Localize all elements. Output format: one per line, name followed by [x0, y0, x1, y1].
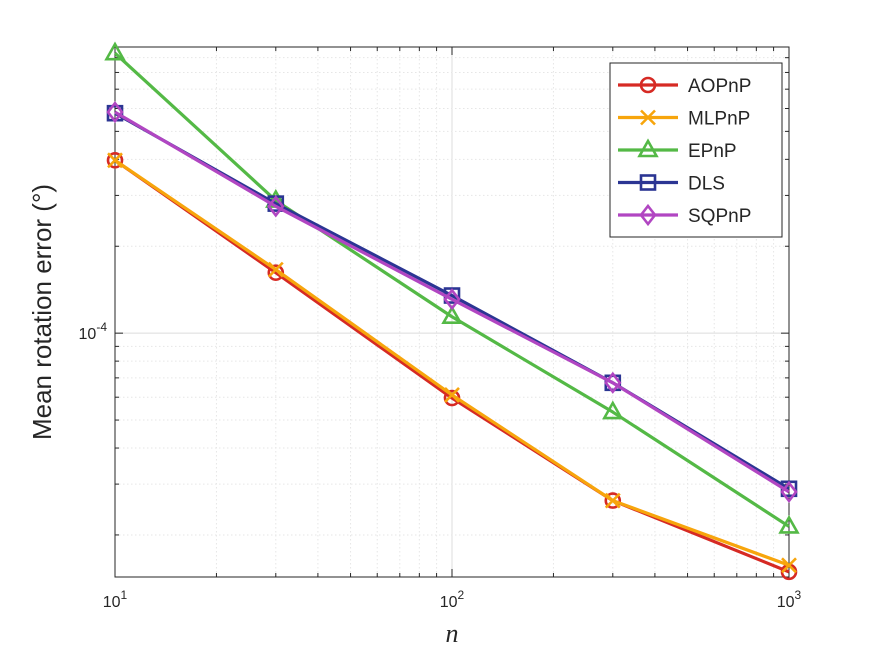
legend-label: MLPnP	[688, 109, 750, 130]
series-line-sqpnp	[114, 110, 790, 494]
data-point-epnp	[778, 514, 800, 534]
legend-marker	[637, 138, 659, 158]
data-point-epnp	[104, 41, 126, 61]
data-point-sqpnp	[106, 100, 124, 124]
data-point-mlpnp	[267, 261, 284, 278]
legend-item-mlpnp: MLPnP	[618, 109, 750, 130]
data-point-mlpnp	[107, 152, 123, 169]
data-point-sqpnp	[443, 288, 461, 311]
data-point-aopnp	[106, 151, 124, 169]
x-tick-label: 101	[103, 588, 128, 611]
legend-marker	[639, 203, 657, 227]
legend-item-dls: DLS	[618, 174, 725, 195]
series-group	[104, 41, 800, 581]
y-tick-label: 10-4	[79, 320, 108, 343]
data-point-mlpnp	[444, 387, 460, 403]
legend-label: SQPnP	[688, 206, 751, 227]
axes: 101 102 103 10-4	[79, 46, 802, 611]
y-axis-title: Mean rotation error (°)	[27, 184, 57, 440]
legend: AOPnP MLPnP EPnP DLS SQPnP	[609, 62, 783, 238]
legend-item-sqpnp: SQPnP	[618, 203, 751, 227]
series-mlpnp	[107, 152, 797, 574]
data-point-sqpnp	[267, 195, 285, 218]
legend-item-aopnp: AOPnP	[618, 76, 751, 97]
axes-box	[114, 46, 790, 578]
data-point-aopnp	[604, 492, 622, 509]
x-axis-title: n	[446, 619, 459, 648]
series-line-aopnp	[114, 158, 790, 574]
data-point-mlpnp	[604, 492, 621, 509]
legend-marker	[639, 76, 657, 94]
data-point-epnp	[441, 305, 463, 325]
legend-marker	[640, 109, 656, 126]
legend-marker	[639, 174, 657, 191]
data-point-sqpnp	[604, 371, 622, 394]
legend-item-epnp: EPnP	[618, 138, 737, 162]
data-point-mlpnp	[781, 557, 797, 574]
data-point-epnp	[602, 400, 624, 420]
x-tick-label: 102	[440, 588, 465, 611]
series-line-epnp	[113, 51, 790, 528]
x-tick-label: 103	[777, 588, 802, 611]
series-sqpnp	[106, 100, 798, 503]
data-point-sqpnp	[780, 480, 798, 503]
legend-label: EPnP	[688, 141, 737, 162]
legend-label: AOPnP	[688, 76, 751, 97]
legend-label: DLS	[688, 174, 725, 195]
